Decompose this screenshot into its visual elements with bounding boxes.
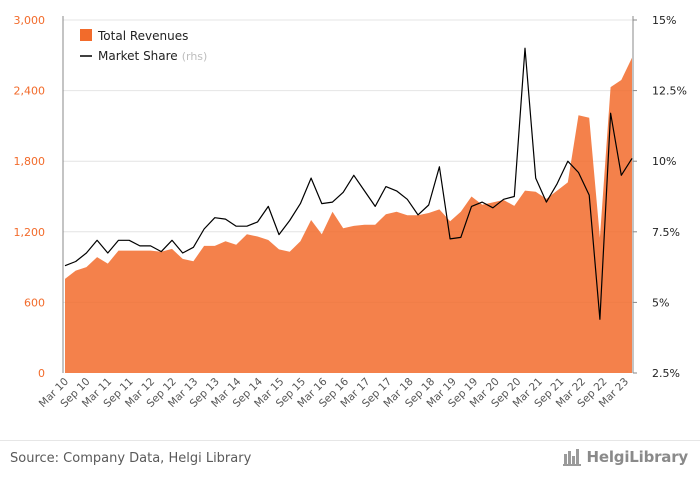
legend-share-name: Market Share [98,49,178,63]
legend-revenues-swatch [80,29,92,41]
left-axis-tick-label: 2,400 [14,85,46,98]
legend-revenues-label: Total Revenues [97,29,188,43]
helgi-library-logo: HelgiLibrary [562,448,689,466]
market-share-line [64,47,633,320]
market-share-line-layer [64,47,633,320]
revenue-area [65,57,632,373]
right-axis-tick-label: 5% [652,296,669,309]
revenue-area-layer [65,57,632,373]
left-axis-ticks: 0 600 1,200 1,800 2,400 3,000 [14,14,46,380]
right-axis-ticks: 2.5% 5% 7.5% 10% 12.5% 15% [633,14,687,380]
chart: 0 600 1,200 1,800 2,400 3,000 2.5% 5% 7.5% 10% 12… [14,14,687,410]
helgi-library-logo-text: HelgiLibrary [586,448,689,466]
right-axis-tick-label: 12.5% [652,85,687,98]
right-axis-tick-label: 2.5% [652,367,680,380]
helgi-library-logo-icon [562,449,581,466]
footer-divider [0,440,700,441]
legend-share-label: Market Share (rhs) [98,49,207,63]
left-axis-tick-label: 1,800 [14,155,46,168]
left-axis-tick-label: 0 [38,367,45,380]
right-axis-tick-label: 15% [652,14,676,27]
left-axis-tick-label: 1,200 [14,226,46,239]
right-axis-tick-label: 10% [652,155,676,168]
legend-share-suffix: (rhs) [182,50,208,63]
left-axis-tick-label: 3,000 [14,14,46,27]
left-axis-tick-label: 600 [24,296,45,309]
right-axis-tick-label: 7.5% [652,226,680,239]
legend: Total Revenues Market Share (rhs) [80,29,207,63]
source-note: Source: Company Data, Helgi Library [10,451,252,466]
